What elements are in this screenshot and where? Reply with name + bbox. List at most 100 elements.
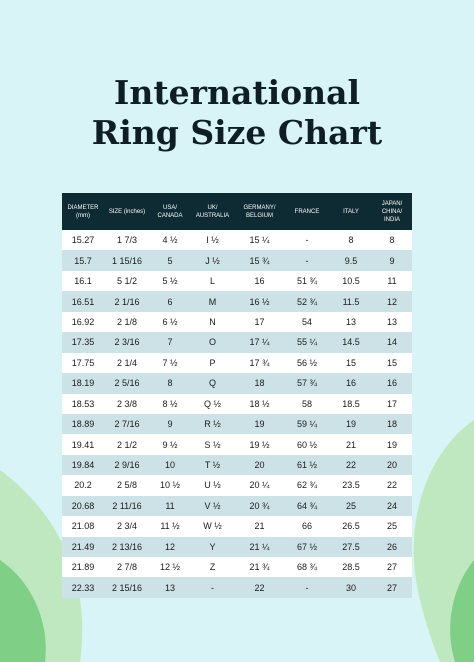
table-cell: 2 15/16: [104, 577, 150, 598]
title-line: International: [113, 73, 361, 112]
table-cell: 19: [372, 434, 412, 455]
table-cell: 5 1/2: [104, 270, 150, 292]
table-row: 21.89 2 7/8 12 ½ Z 21 ¾ 68 ¾ 28.5 27: [62, 557, 412, 578]
table-cell: 25: [330, 495, 372, 517]
table-row: 22.33 2 15/16 13-22-30 27: [62, 577, 412, 598]
table-cell: P: [190, 352, 235, 374]
table-cell: 2 1/2: [104, 434, 150, 455]
table-cell: 2 9/16: [104, 454, 150, 476]
table-cell: 28.5: [330, 557, 372, 578]
table-cell: M: [190, 291, 235, 312]
table-cell: 55 ¼: [284, 332, 330, 353]
table-cell: 17: [372, 393, 412, 414]
table-cell: 51 ¾: [284, 270, 330, 292]
table-cell: 7: [150, 332, 190, 353]
table-cell: 19.84: [62, 454, 104, 476]
table-cell: 2 7/8: [104, 557, 150, 578]
table-cell: 21.08: [62, 516, 104, 537]
table-cell: 7 ½: [150, 352, 190, 374]
header-row: DIAMETER (mm) SIZE (inches) USA/ CANADA UK/…: [62, 193, 412, 230]
table-cell: -: [284, 250, 330, 271]
table-cell: 10: [150, 454, 190, 476]
header-cell: DIAMETER (mm): [62, 193, 104, 230]
header-cell: GERMANY/ BELGIUM: [235, 193, 284, 230]
table-cell: -: [284, 230, 330, 251]
table-cell: V ½: [190, 495, 235, 517]
table-cell: 12: [372, 291, 412, 312]
table-cell: 10.5: [330, 270, 372, 292]
table-cell: Q: [190, 373, 235, 394]
table-cell: 20 ¾: [235, 495, 284, 517]
table-cell: 15 ¼: [235, 230, 284, 251]
table-row: 19.84 2 9/16 10 T ½ 20 61 ½ 22 20: [62, 454, 412, 476]
table-row: 17.35 2 3/16 7 O 17 ¼ 55 ¼ 14.5 14: [62, 332, 412, 353]
table-cell: 2 3/8: [104, 393, 150, 414]
table-cell: 19: [330, 413, 372, 435]
table-cell: 17: [235, 311, 284, 333]
table-cell: 18: [235, 373, 284, 394]
table-cell: 22.33: [62, 577, 104, 598]
table-cell: 2 1/16: [104, 291, 150, 312]
table-cell: 11: [150, 495, 190, 517]
table-cell: W ½: [190, 516, 235, 537]
table-cell: 16: [372, 373, 412, 394]
table-cell: 30: [330, 577, 372, 598]
table-cell: J ½: [190, 250, 235, 271]
table-row: 15.7 1 15/16 5 J ½ 15 ¾ -9.5 9: [62, 250, 412, 271]
table-cell: 15 ¾: [235, 250, 284, 271]
table-cell: 24: [372, 495, 412, 517]
table-cell: 67 ½: [284, 536, 330, 557]
table-cell: 21: [235, 516, 284, 537]
table-cell: 20.68: [62, 495, 104, 517]
table-cell: 6 ½: [150, 311, 190, 333]
table-row: 18.89 2 7/16 9 R ½ 19 59 ¼ 19 18: [62, 413, 412, 435]
table-cell: 27.5: [330, 536, 372, 557]
table-cell: 68 ¾: [284, 557, 330, 578]
table-cell: 57 ¾: [284, 373, 330, 394]
table-cell: 13: [330, 311, 372, 333]
table-cell: L: [190, 270, 235, 292]
table-cell: 27: [372, 577, 412, 598]
table-cell: 1 15/16: [104, 250, 150, 271]
table-cell: 6: [150, 291, 190, 312]
table-cell: 17.75: [62, 352, 104, 374]
table-cell: 9: [150, 413, 190, 435]
table-cell: 22: [330, 454, 372, 476]
title-line: Ring Size Chart: [91, 113, 383, 152]
table-cell: 18.89: [62, 413, 104, 435]
header-cell: FRANCE: [284, 193, 330, 230]
header-cell: ITALY: [330, 193, 372, 230]
table-cell: 66: [284, 516, 330, 537]
table-cell: 13: [150, 577, 190, 598]
table-cell: 2 1/8: [104, 311, 150, 333]
table-cell: 62 ¾: [284, 475, 330, 496]
table-cell: 56 ½: [284, 352, 330, 374]
table-cell: 19.41: [62, 434, 104, 455]
table-cell: 58: [284, 393, 330, 414]
table-cell: T ½: [190, 454, 235, 476]
table-cell: 2 1/4: [104, 352, 150, 374]
table-cell: 16: [330, 373, 372, 394]
table-cell: I ½: [190, 230, 235, 251]
table-row: 16.1 5 1/2 5 ½ L 16 51 ¾ 10.5 11: [62, 270, 412, 292]
table-cell: 8: [330, 230, 372, 251]
table-row: 17.75 2 1/4 7 ½ P 17 ¾ 56 ½ 15 15: [62, 352, 412, 374]
table-cell: 60 ½: [284, 434, 330, 455]
table-cell: 2 11/16: [104, 495, 150, 517]
table-cell: 54: [284, 311, 330, 333]
table-cell: 19 ½: [235, 434, 284, 455]
table-cell: 27: [372, 557, 412, 578]
table-cell: 17.35: [62, 332, 104, 353]
table-row: 16.51 2 1/16 6 M 16 ½ 52 ¾ 11.5 12: [62, 291, 412, 312]
table-cell: 15: [330, 352, 372, 374]
table-cell: 12: [150, 536, 190, 557]
header-cell: SIZE (inches): [104, 193, 150, 230]
table-cell: 20 ¼: [235, 475, 284, 496]
ring-size-table: DIAMETER (mm) SIZE (inches) USA/ CANADA UK/…: [62, 193, 412, 598]
table-row: 16.92 2 1/8 6 ½ N 17 54 13 13: [62, 311, 412, 333]
table-cell: 18.53: [62, 393, 104, 414]
table-cell: 2 13/16: [104, 536, 150, 557]
table-cell: 18.19: [62, 373, 104, 394]
